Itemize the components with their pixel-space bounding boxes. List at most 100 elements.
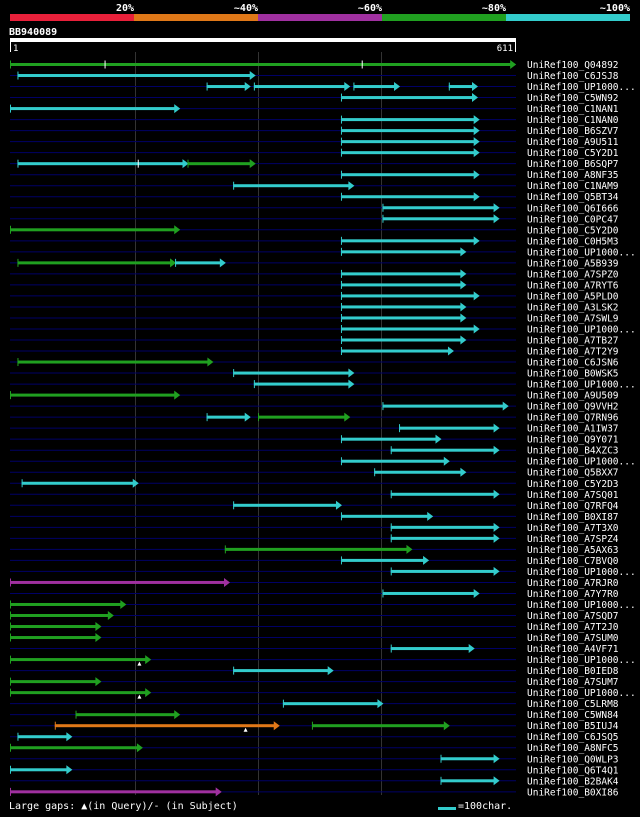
hit-label[interactable]: UniRef100_A7T2Y9: [527, 347, 619, 358]
hit-label[interactable]: UniRef100_UP1000...: [527, 247, 636, 258]
hit-label[interactable]: UniRef100_C0PC47: [527, 214, 619, 225]
hit-label[interactable]: UniRef100_A4VF71: [527, 644, 619, 655]
hit-label[interactable]: UniRef100_UP1000...: [527, 380, 636, 391]
segment-arrow: [327, 666, 334, 676]
hit-label[interactable]: UniRef100_C7BVQ0: [527, 556, 619, 567]
hit-label[interactable]: UniRef100_B0XI87: [527, 512, 619, 523]
segment-arrow: [132, 478, 139, 488]
hit-label[interactable]: UniRef100_A7SPZ4: [527, 534, 619, 545]
hit-label[interactable]: UniRef100_B6SZV7: [527, 126, 619, 137]
hit-segment: [340, 173, 475, 177]
hit-label[interactable]: UniRef100_A7SQ01: [527, 490, 619, 501]
hit-segment: [340, 195, 475, 199]
hit-segment: [340, 151, 475, 155]
hit-segment: [440, 757, 495, 761]
hit-label[interactable]: UniRef100_C6JSJ8: [527, 71, 619, 82]
hit-segment: [10, 680, 97, 684]
hit-label[interactable]: UniRef100_B0XI86: [527, 787, 619, 798]
hit-label[interactable]: UniRef100_C5WN84: [527, 710, 619, 721]
hit-label[interactable]: UniRef100_UP1000...: [527, 600, 636, 611]
hit-label[interactable]: UniRef100_Q6T4Q1: [527, 765, 619, 776]
hit-label[interactable]: UniRef100_UP1000...: [527, 457, 636, 468]
hit-label[interactable]: UniRef100_A3LSK2: [527, 302, 619, 313]
hit-label[interactable]: UniRef100_C5Y2D3: [527, 479, 619, 490]
hit-label[interactable]: UniRef100_A7RJR0: [527, 578, 619, 589]
hit-label[interactable]: UniRef100_A1IW37: [527, 424, 619, 435]
hit-segment: [390, 448, 495, 452]
hit-segment: [233, 184, 350, 188]
hit-label[interactable]: UniRef100_B4XZC3: [527, 446, 619, 457]
hit-segment: [224, 547, 408, 551]
hit-label[interactable]: UniRef100_A5AX63: [527, 545, 619, 556]
segment-arrow: [219, 258, 226, 268]
legend-swatch: [134, 14, 258, 21]
hit-segment: [340, 316, 462, 320]
segment-arrow: [473, 236, 480, 246]
segment-arrow: [423, 555, 430, 565]
hit-label[interactable]: UniRef100_C6JSN6: [527, 358, 619, 369]
hit-label[interactable]: UniRef100_B6SQP7: [527, 159, 619, 170]
hit-label[interactable]: UniRef100_A7SUM0: [527, 633, 619, 644]
hit-label[interactable]: UniRef100_B0IED8: [527, 666, 619, 677]
segment-arrow: [460, 269, 467, 279]
hit-label[interactable]: UniRef100_A7RYT6: [527, 280, 619, 291]
hit-label[interactable]: UniRef100_C1NAN1: [527, 104, 619, 115]
hit-label[interactable]: UniRef100_C6JSQ5: [527, 732, 619, 743]
hit-label[interactable]: UniRef100_UP1000...: [527, 688, 636, 699]
hit-segment: [10, 602, 122, 606]
hit-label[interactable]: UniRef100_A7SWL9: [527, 313, 619, 324]
hit-label[interactable]: UniRef100_A7SPZ0: [527, 269, 619, 280]
hit-segment: [17, 360, 209, 364]
hit-label[interactable]: UniRef100_B2BAK4: [527, 776, 619, 787]
hit-label[interactable]: UniRef100_Q9VVH2: [527, 402, 619, 413]
segment-arrow: [95, 677, 102, 687]
segment-arrow: [493, 533, 500, 543]
segment-arrow: [344, 412, 351, 422]
hit-label[interactable]: UniRef100_Q6I666: [527, 203, 619, 214]
hit-label[interactable]: UniRef100_A7TB27: [527, 336, 619, 347]
hit-label[interactable]: UniRef100_A8NFC5: [527, 743, 619, 754]
hit-label[interactable]: UniRef100_B0WSK5: [527, 369, 619, 380]
hit-label[interactable]: UniRef100_C5WN92: [527, 93, 619, 104]
hit-label[interactable]: UniRef100_UP1000...: [527, 324, 636, 335]
hit-label[interactable]: UniRef100_Q5BXX7: [527, 468, 619, 479]
hit-segment: [374, 470, 462, 474]
segment-arrow: [377, 699, 384, 709]
hit-label[interactable]: UniRef100_C1NAM9: [527, 181, 619, 192]
hit-label[interactable]: UniRef100_A9U511: [527, 137, 619, 148]
hit-label[interactable]: UniRef100_Q7RN96: [527, 413, 619, 424]
hit-label[interactable]: UniRef100_A7Y7R0: [527, 589, 619, 600]
hit-label[interactable]: UniRef100_Q5BT34: [527, 192, 619, 203]
hit-label[interactable]: UniRef100_A7T2J0: [527, 622, 619, 633]
hit-label[interactable]: UniRef100_C1NAN0: [527, 115, 619, 126]
segment-arrow: [136, 743, 143, 753]
hit-label[interactable]: UniRef100_A8NF35: [527, 170, 619, 181]
hit-label[interactable]: UniRef100_C5Y2D1: [527, 148, 619, 159]
hit-label[interactable]: UniRef100_UP1000...: [527, 82, 636, 93]
segment-arrow: [460, 467, 467, 477]
hit-segment: [340, 349, 449, 353]
hit-label[interactable]: UniRef100_A5B939: [527, 258, 619, 269]
hit-segment: [10, 768, 68, 772]
hit-label[interactable]: UniRef100_UP1000...: [527, 655, 636, 666]
hit-label[interactable]: UniRef100_Q04892: [527, 60, 619, 71]
hit-segment: [10, 746, 138, 750]
hit-label[interactable]: UniRef100_Q0WLP3: [527, 754, 619, 765]
hit-label[interactable]: UniRef100_Q7RFQ4: [527, 501, 619, 512]
hit-label[interactable]: UniRef100_B5IUJ4: [527, 721, 619, 732]
hit-label[interactable]: UniRef100_A7SQD7: [527, 611, 619, 622]
segment-arrow: [460, 302, 467, 312]
hit-segment: [253, 382, 350, 386]
hit-label[interactable]: UniRef100_A7SUM7: [527, 677, 619, 688]
hit-label[interactable]: UniRef100_UP1000...: [527, 567, 636, 578]
hit-label[interactable]: UniRef100_A5PLD0: [527, 291, 619, 302]
hit-label[interactable]: UniRef100_A7T3X0: [527, 523, 619, 534]
hit-label[interactable]: UniRef100_C0H5M3: [527, 236, 619, 247]
hit-label[interactable]: UniRef100_C5LRM8: [527, 699, 619, 710]
segment-arrow: [443, 721, 450, 731]
segment-arrow: [473, 148, 480, 158]
hit-label[interactable]: UniRef100_Q9Y071: [527, 435, 619, 446]
hit-label[interactable]: UniRef100_C5Y2D0: [527, 225, 619, 236]
hit-segment: [206, 415, 246, 419]
hit-label[interactable]: UniRef100_A9U509: [527, 391, 619, 402]
